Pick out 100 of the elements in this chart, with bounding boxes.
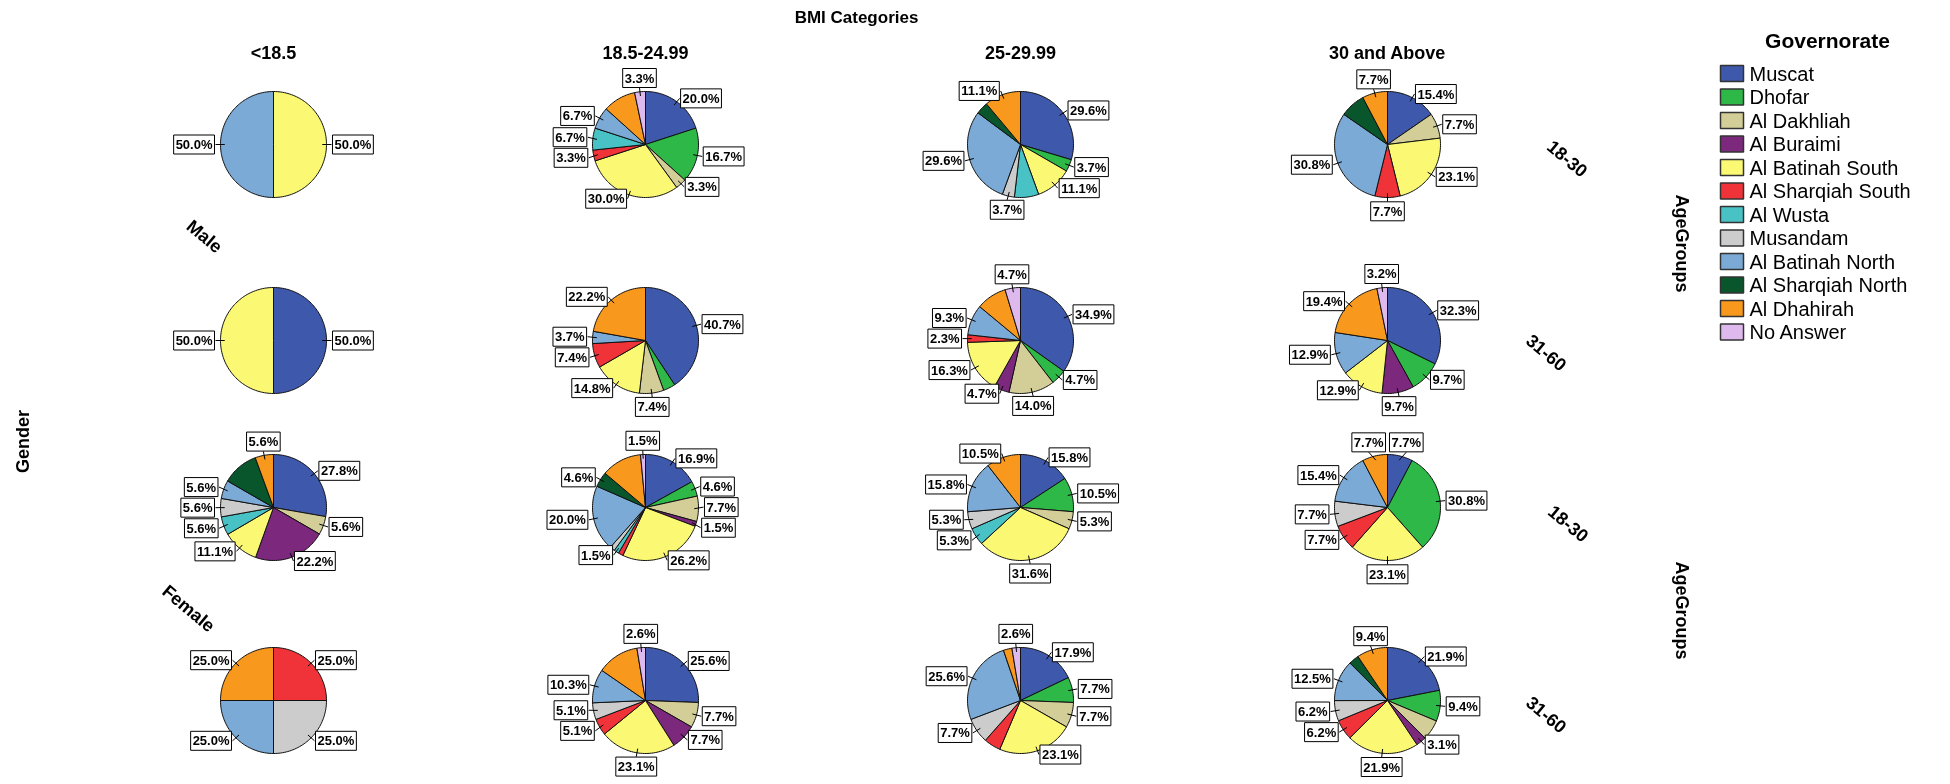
data-label: 7.7% bbox=[690, 732, 721, 748]
data-label: 12.5% bbox=[1294, 671, 1332, 687]
data-label: 30.8% bbox=[1448, 493, 1486, 509]
data-label: 7.7% bbox=[1080, 681, 1111, 697]
data-label: 9.4% bbox=[1448, 698, 1479, 714]
data-label: 3.3% bbox=[556, 150, 587, 166]
data-label: 12.9% bbox=[1291, 347, 1329, 363]
legend-label: Al Wusta bbox=[1749, 203, 1831, 226]
data-label: 7.4% bbox=[557, 349, 588, 365]
data-label: 7.7% bbox=[704, 708, 735, 724]
data-label: 1.5% bbox=[580, 547, 612, 563]
data-label: 3.3% bbox=[687, 179, 718, 195]
data-label: 7.7% bbox=[1372, 203, 1403, 219]
data-label: 7.7% bbox=[1391, 434, 1422, 450]
data-label: 4.7% bbox=[997, 266, 1028, 282]
data-label: 9.3% bbox=[934, 310, 965, 326]
legend-label: Musandam bbox=[1749, 227, 1849, 249]
data-label: 6.7% bbox=[562, 108, 593, 124]
data-label: 3.3% bbox=[624, 70, 655, 86]
data-label: 16.3% bbox=[931, 362, 969, 378]
legend-label: Al Sharqiah North bbox=[1749, 274, 1908, 296]
data-label: 7.7% bbox=[1307, 532, 1338, 548]
data-label: 11.1% bbox=[196, 543, 234, 559]
data-label: 4.6% bbox=[702, 479, 733, 495]
legend-label: Muscat bbox=[1749, 62, 1815, 85]
data-label: 1.5% bbox=[703, 520, 734, 536]
data-label: 31.6% bbox=[1011, 566, 1049, 582]
data-label: 7.7% bbox=[940, 725, 971, 741]
text: AgeGroups bbox=[1671, 194, 1692, 293]
data-label: 3.7% bbox=[992, 202, 1023, 218]
data-label: 5.3% bbox=[931, 512, 962, 528]
data-label: 9.7% bbox=[1384, 398, 1415, 414]
data-label: 3.7% bbox=[554, 329, 586, 345]
data-label: 50.0% bbox=[175, 333, 213, 348]
data-label: 7.7% bbox=[1353, 434, 1384, 450]
legend-label: Dhofar bbox=[1749, 86, 1810, 108]
data-label: 5.1% bbox=[556, 702, 587, 718]
chart-title: 30 and Above bbox=[1328, 42, 1446, 63]
data-label: 25.0% bbox=[317, 652, 355, 668]
data-label: 5.6% bbox=[331, 519, 362, 535]
data-label: 5.3% bbox=[1079, 513, 1110, 529]
chart-title: <18.5 bbox=[250, 42, 297, 63]
data-label: 19.4% bbox=[1305, 293, 1343, 309]
data-label: 5.6% bbox=[248, 434, 279, 450]
data-label: 29.6% bbox=[925, 153, 963, 169]
data-label: 27.8% bbox=[320, 463, 359, 479]
data-label: 4.7% bbox=[967, 386, 998, 402]
data-label: 7.7% bbox=[706, 499, 737, 515]
data-label: 15.4% bbox=[1299, 467, 1338, 483]
text: BMI Categories bbox=[794, 8, 919, 27]
data-label: 10.3% bbox=[549, 677, 588, 693]
legend-label: Al Dakhliah bbox=[1749, 109, 1851, 132]
data-label: 22.2% bbox=[568, 289, 606, 305]
data-label: 25.0% bbox=[192, 733, 230, 749]
chart-title: 25-29.99 bbox=[984, 43, 1057, 63]
data-label: 40.7% bbox=[704, 316, 742, 332]
data-label: 14.8% bbox=[573, 380, 612, 396]
data-label: 17.9% bbox=[1054, 644, 1092, 660]
data-label: 20.0% bbox=[549, 512, 587, 528]
data-label: 21.9% bbox=[1363, 759, 1401, 775]
data-label: 14.0% bbox=[1014, 398, 1052, 414]
data-label: 4.7% bbox=[1065, 372, 1096, 388]
text: AgeGroups bbox=[1671, 561, 1692, 660]
data-label: 50.0% bbox=[334, 137, 372, 152]
data-label: 5.1% bbox=[562, 723, 593, 739]
data-label: 25.6% bbox=[690, 653, 728, 669]
data-label: 15.8% bbox=[927, 476, 965, 492]
data-label: 15.8% bbox=[1051, 449, 1089, 465]
data-label: 50.0% bbox=[175, 137, 213, 152]
text: Gender bbox=[12, 409, 33, 474]
chart-title: 18.5-24.99 bbox=[602, 43, 689, 63]
data-label: 9.7% bbox=[1432, 372, 1463, 388]
data-label: 25.6% bbox=[928, 668, 966, 684]
data-label: 10.5% bbox=[1079, 485, 1117, 501]
legend-label: Al Dhahirah bbox=[1749, 297, 1855, 320]
data-label: 23.1% bbox=[1041, 747, 1080, 763]
data-label: 23.1% bbox=[617, 759, 656, 775]
data-label: 5.6% bbox=[186, 520, 217, 536]
data-label: 3.2% bbox=[1366, 266, 1397, 282]
data-label: 26.2% bbox=[670, 552, 708, 568]
data-label: 1.5% bbox=[627, 433, 659, 449]
data-label: 29.6% bbox=[1070, 102, 1108, 118]
data-label: 16.7% bbox=[705, 148, 743, 164]
data-label: 2.6% bbox=[1000, 626, 1032, 642]
data-label: 11.1% bbox=[1061, 180, 1098, 196]
data-label: 7.7% bbox=[1358, 71, 1389, 87]
data-label: 5.6% bbox=[186, 479, 217, 495]
data-label: 11.1% bbox=[961, 83, 998, 99]
data-label: 10.5% bbox=[961, 446, 1000, 462]
data-label: 5.6% bbox=[182, 500, 213, 516]
data-label: 34.9% bbox=[1075, 306, 1113, 322]
legend-label: Al Buraimi bbox=[1749, 133, 1841, 155]
data-label: 3.1% bbox=[1427, 737, 1458, 753]
data-label: 6.2% bbox=[1306, 724, 1337, 740]
data-label: 16.9% bbox=[677, 450, 716, 466]
data-label: 32.3% bbox=[1439, 302, 1478, 318]
legend-label: Al Sharqiah South bbox=[1749, 180, 1911, 202]
data-label: 21.9% bbox=[1427, 648, 1465, 664]
data-label: 23.1% bbox=[1438, 169, 1476, 185]
data-label: 20.0% bbox=[682, 90, 720, 106]
